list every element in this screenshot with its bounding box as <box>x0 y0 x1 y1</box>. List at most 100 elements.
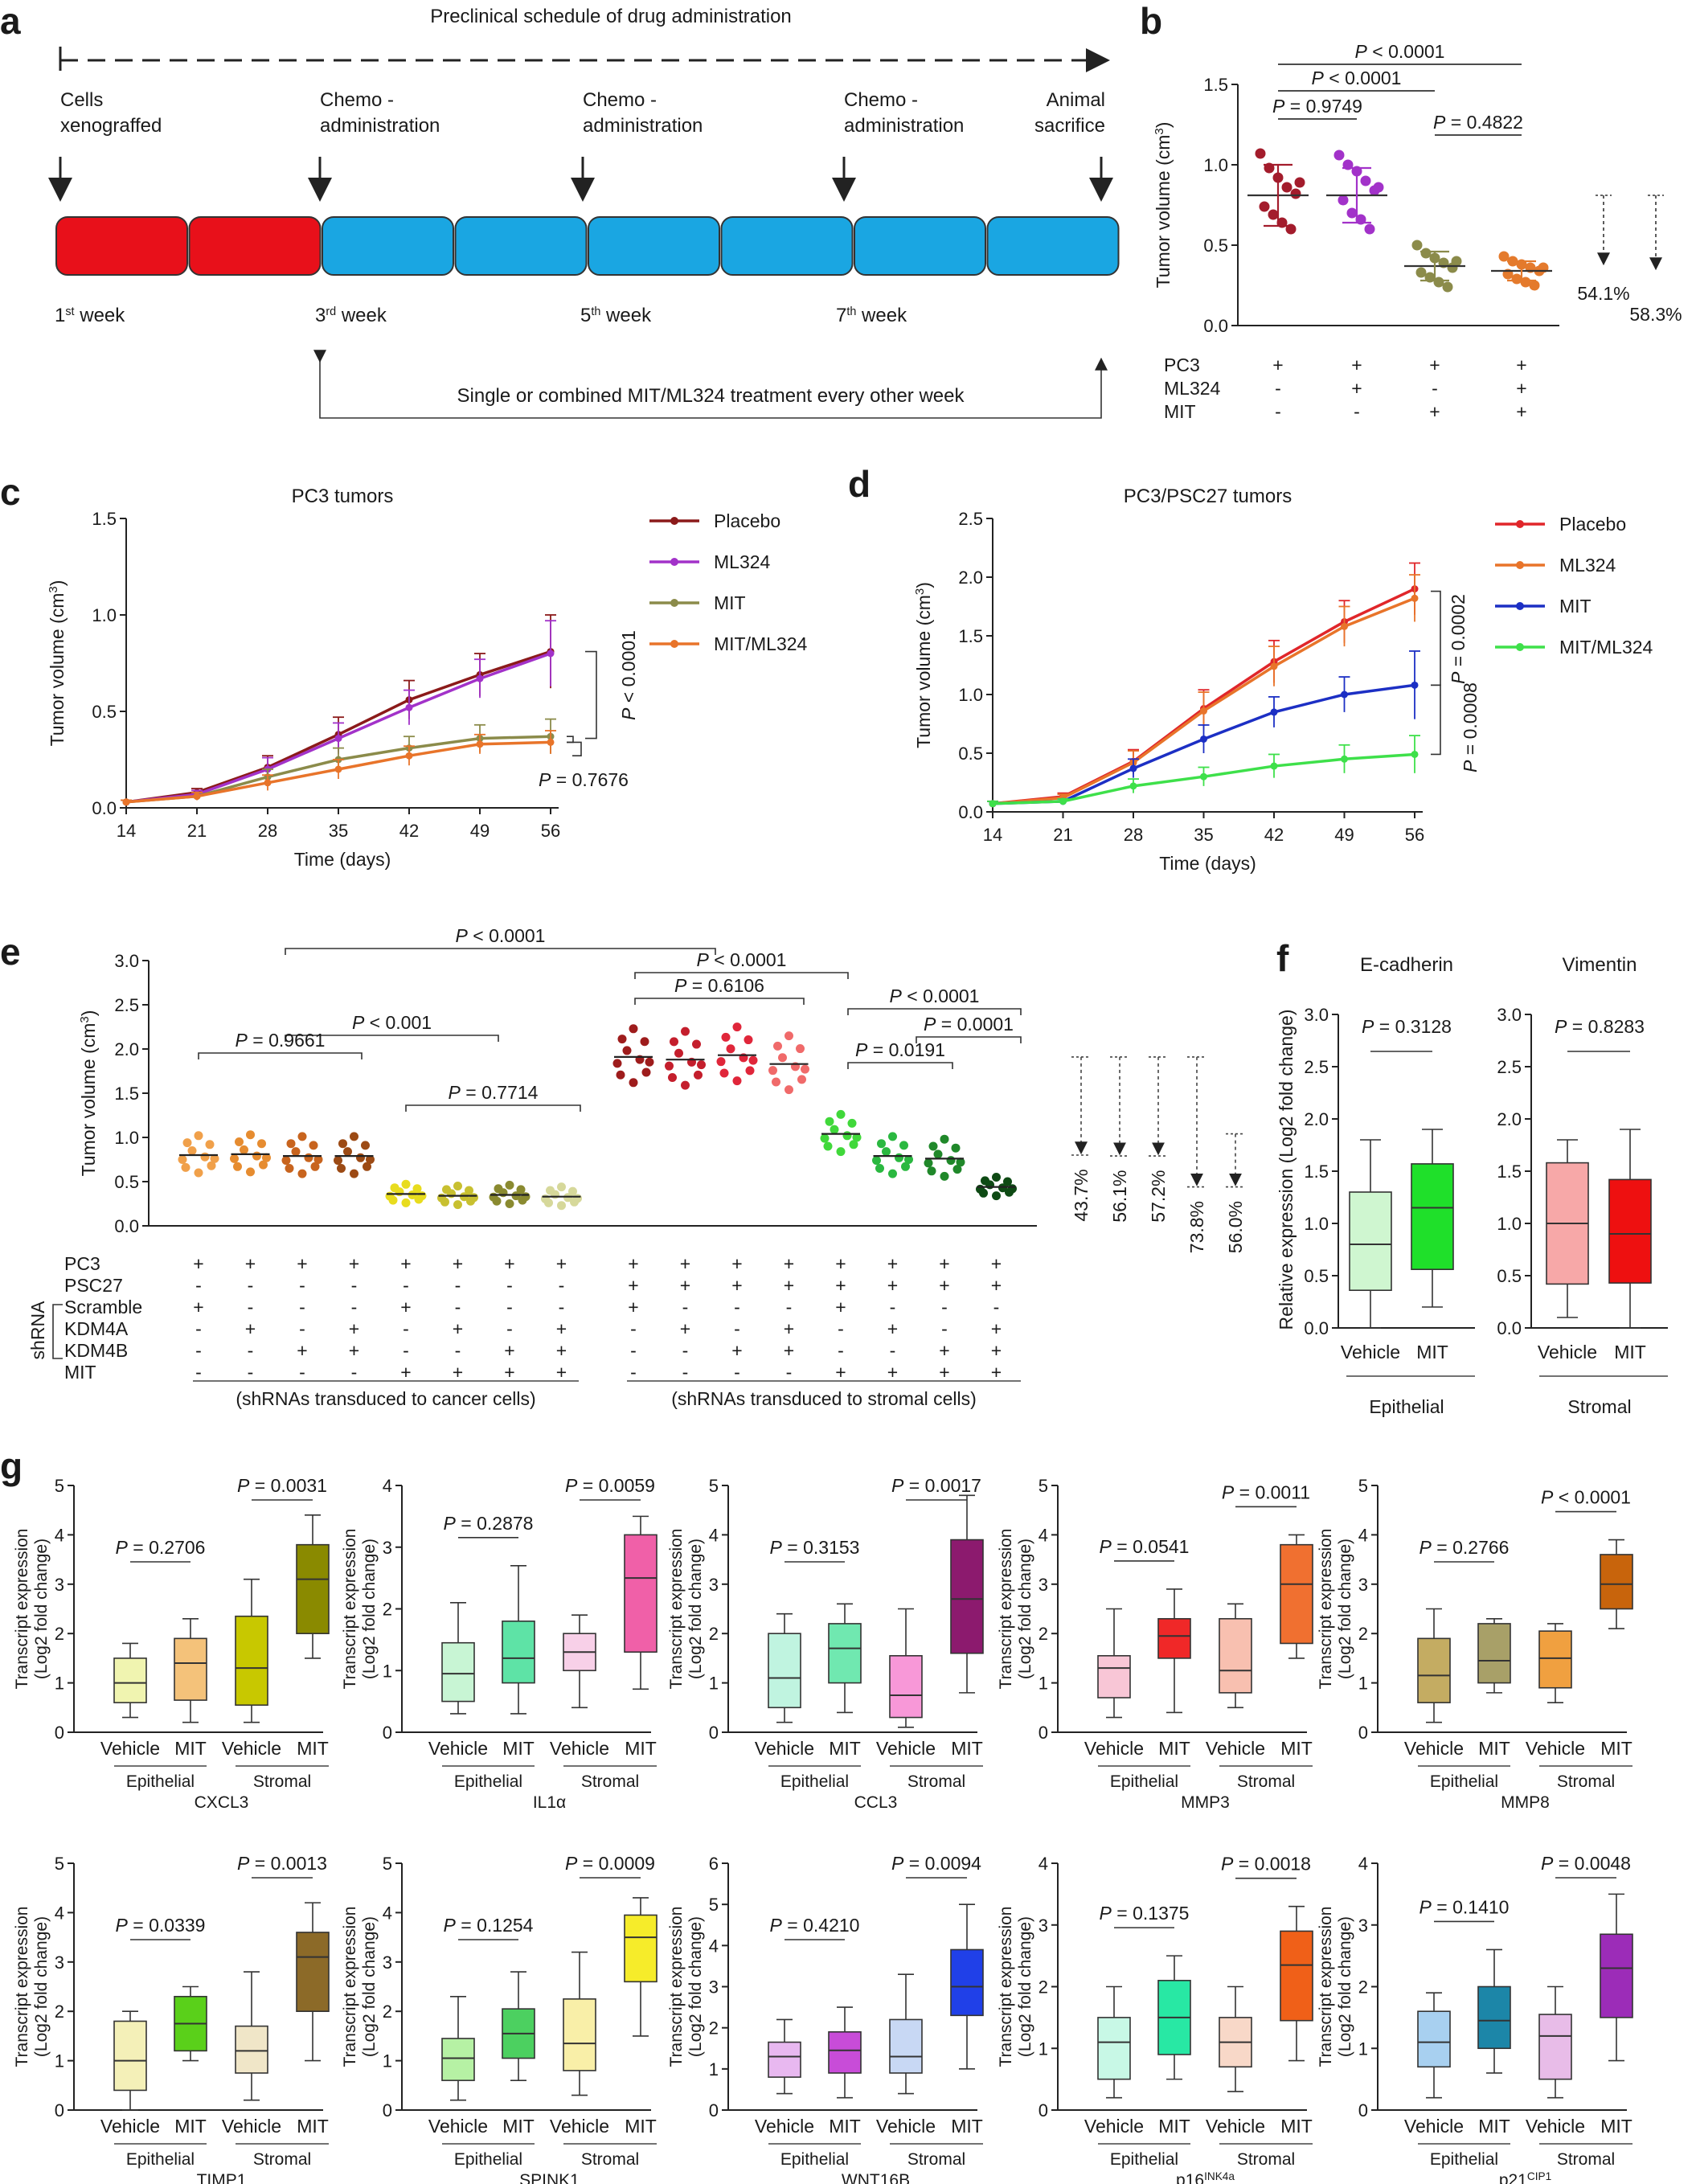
y-tick-label: 2 <box>1038 1624 1048 1644</box>
series-point <box>547 649 555 658</box>
e-condition-sign: - <box>299 1297 305 1317</box>
schedule-title: Preclinical schedule of drug administrat… <box>430 6 792 27</box>
y-tick-label: 1.5 <box>958 626 983 646</box>
e-data-point <box>297 1169 307 1178</box>
b-data-point <box>1268 209 1279 220</box>
e-condition-sign: - <box>682 1362 689 1383</box>
e-condition-sign: - <box>682 1340 689 1361</box>
y-tick-label: 3 <box>1358 1575 1368 1595</box>
e-condition-sign: - <box>630 1318 637 1339</box>
e-condition-sign: - <box>195 1362 202 1383</box>
y-tick-label: 0.0 <box>92 798 117 818</box>
panel-label-b: b <box>1140 0 1162 42</box>
series-point <box>1411 750 1419 758</box>
g-x-label: MIT <box>829 2116 861 2137</box>
e-condition-sign: + <box>400 1253 411 1274</box>
e-data-point <box>992 1191 1001 1201</box>
e-row-label: PC3 <box>64 1253 100 1274</box>
e-data-point <box>956 1158 965 1167</box>
b-data-point <box>1364 223 1375 235</box>
x-tick-label: 56 <box>1405 825 1424 845</box>
g-box <box>1417 2010 1451 2068</box>
e-data-point <box>181 1162 190 1172</box>
e-significance-bracket <box>847 1008 1022 1015</box>
e-row-label: Scramble <box>64 1297 142 1317</box>
panel-c-x-label: Time (days) <box>294 849 391 870</box>
e-data-point <box>465 1186 473 1195</box>
y-tick-label: 5 <box>709 1476 719 1496</box>
e-data-point <box>927 1166 936 1176</box>
y-tick-label: 3.0 <box>114 951 139 971</box>
y-tick-label: 0.0 <box>114 1216 139 1236</box>
e-row-label: PSC27 <box>64 1275 123 1296</box>
e-condition-sign: + <box>680 1318 690 1339</box>
e-data-point <box>1003 1177 1012 1186</box>
g-x-label: MIT <box>1280 2116 1313 2137</box>
g-gene-name: SPINK1 <box>519 2171 580 2184</box>
g-box <box>950 1539 984 1654</box>
panel-c-title: PC3 tumors <box>292 486 394 507</box>
g-x-label: MIT <box>1478 2116 1510 2137</box>
e-data-point <box>563 1193 572 1203</box>
f-p-value: P = 0.8283 <box>1555 1016 1645 1037</box>
g-box <box>828 1623 862 1684</box>
x-tick-label: 35 <box>1194 825 1213 845</box>
g-group-label: Epithelial <box>454 1772 522 1791</box>
e-condition-sign: + <box>628 1275 638 1296</box>
g-box <box>768 2041 801 2078</box>
y-tick-label: 2 <box>709 1624 719 1644</box>
e-data-point <box>616 1070 625 1080</box>
e-condition-sign: - <box>786 1362 793 1383</box>
e-data-point <box>842 1131 852 1141</box>
panel-e-scatter: 0.0 0.5 1.0 1.5 2.0 2.5 3.0 Tumor volume (cm3) P… <box>27 925 1246 1409</box>
g-y-label-2: (Log2 fold change) <box>1016 1916 1034 2057</box>
g-y-label-1: Transcript expression <box>1317 1907 1335 2067</box>
y-tick-label: 4 <box>55 1525 64 1545</box>
e-p-value: P < 0.0001 <box>456 925 546 946</box>
g-p-value: P = 0.2706 <box>116 1537 206 1558</box>
y-tick-label: 3 <box>55 1952 64 1973</box>
y-tick-label: 1.5 <box>92 509 117 529</box>
e-condition-sign: + <box>556 1318 567 1339</box>
e-condition-sign: + <box>784 1275 794 1296</box>
y-tick-label: 5 <box>55 1854 64 1874</box>
e-p-value: P < 0.001 <box>352 1012 432 1033</box>
g-p-value: P = 0.0059 <box>565 1475 655 1496</box>
b-p-value: P = 0.9749 <box>1272 96 1362 117</box>
e-significance-bracket <box>634 998 805 1005</box>
e-p-value: P < 0.0001 <box>697 949 787 970</box>
g-x-label: Vehicle <box>876 2116 936 2137</box>
e-condition-sign: - <box>941 1318 948 1339</box>
e-data-point <box>200 1152 210 1162</box>
g-box <box>1157 1617 1191 1659</box>
e-condition-sign: + <box>835 1297 846 1317</box>
y-tick-label: 2 <box>55 2002 64 2022</box>
e-data-point <box>797 1075 806 1084</box>
g-p-value: P = 0.0031 <box>237 1475 327 1496</box>
e-condition-sign: + <box>504 1340 514 1361</box>
e-condition-sign: + <box>628 1297 638 1317</box>
b-condition-sign: + <box>1429 354 1440 375</box>
e-data-point <box>895 1153 903 1162</box>
b-data-point <box>1415 267 1427 278</box>
e-condition-sign: + <box>731 1340 742 1361</box>
g-box <box>1219 1617 1252 1694</box>
e-data-point <box>674 1048 683 1058</box>
y-tick-label: 0 <box>1038 2100 1048 2120</box>
event-label-line1: Chemo - <box>844 89 918 111</box>
series-point <box>1059 797 1067 805</box>
g-y-label-1: Transcript expression <box>667 1907 686 2067</box>
g-box <box>113 1657 147 1703</box>
g-x-label: Vehicle <box>222 2116 281 2137</box>
b-data-point <box>1360 175 1371 186</box>
f-p-value: P = 0.3128 <box>1362 1016 1452 1037</box>
g-y-label-1: Transcript expression <box>341 1529 359 1690</box>
e-p-value: P = 0.9661 <box>236 1030 326 1051</box>
g-x-label: Vehicle <box>1404 2116 1464 2137</box>
e-p-value: P = 0.0001 <box>924 1014 1014 1035</box>
g-group-label: Epithelial <box>1110 1772 1178 1791</box>
e-condition-sign: - <box>506 1318 513 1339</box>
legend-marker <box>1516 643 1524 651</box>
x-tick-label: 28 <box>1124 825 1143 845</box>
series-point <box>334 735 342 743</box>
